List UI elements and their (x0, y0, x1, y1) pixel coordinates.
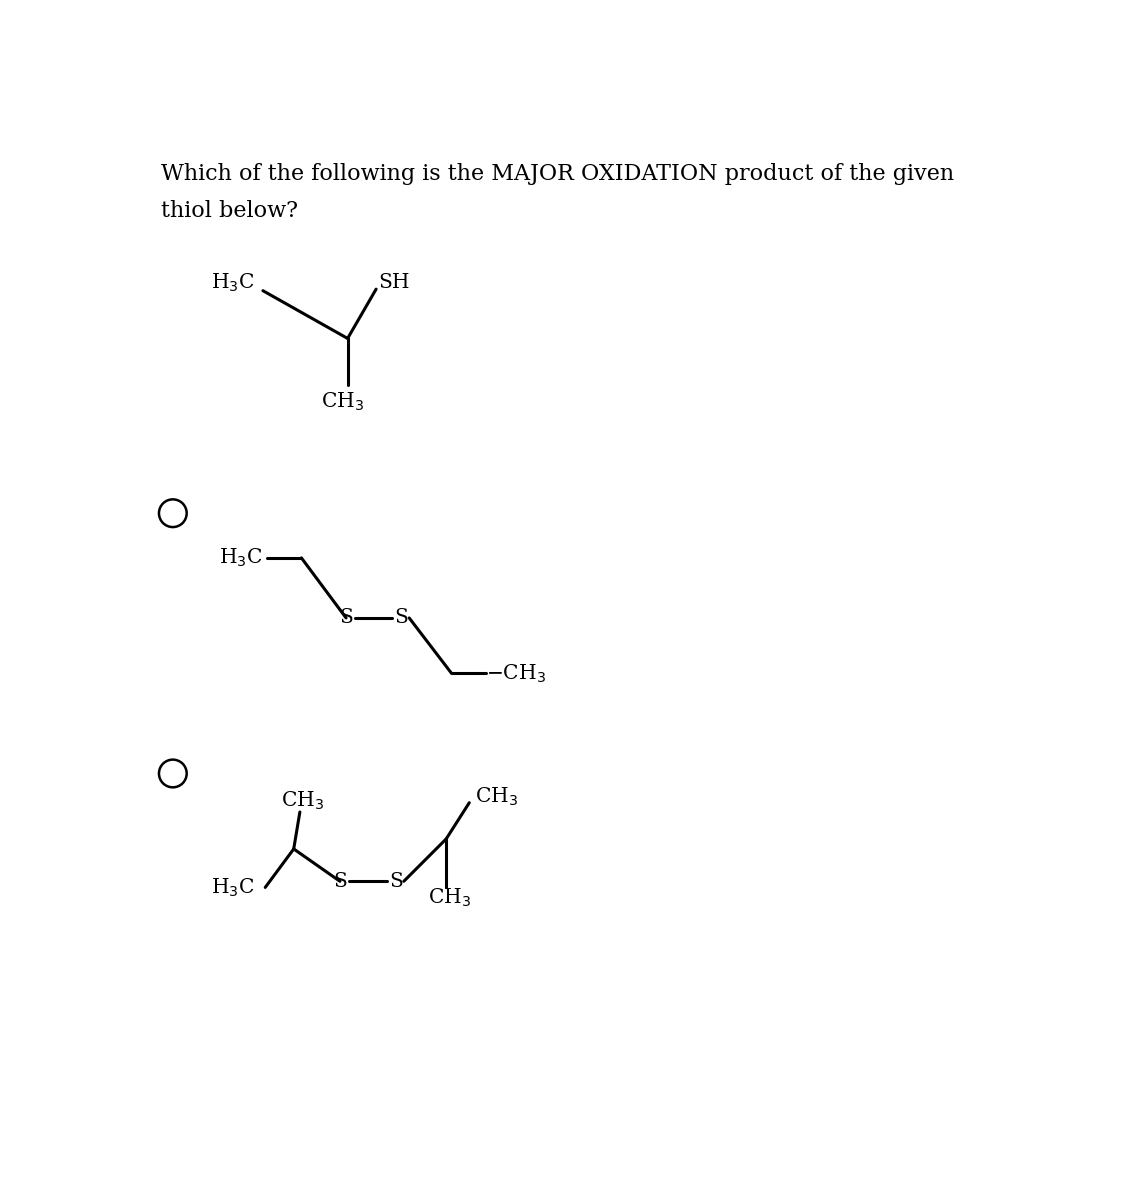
Text: CH$_3$: CH$_3$ (429, 887, 472, 909)
Text: H$_3$C: H$_3$C (212, 876, 254, 899)
Text: $-$CH$_3$: $-$CH$_3$ (486, 662, 546, 684)
Text: SH: SH (378, 274, 410, 292)
Text: Which of the following is the MAJOR OXIDATION product of the given: Which of the following is the MAJOR OXID… (161, 163, 954, 186)
Text: thiol below?: thiol below? (161, 200, 297, 223)
Text: S: S (339, 609, 354, 628)
Text: H$_3$C: H$_3$C (220, 547, 262, 570)
Text: S: S (394, 609, 409, 628)
Text: S: S (333, 871, 347, 890)
Text: CH$_3$: CH$_3$ (475, 785, 518, 807)
Text: S: S (390, 871, 403, 890)
Text: CH$_3$: CH$_3$ (321, 391, 364, 413)
Text: CH$_3$: CH$_3$ (280, 790, 323, 811)
Text: H$_3$C: H$_3$C (212, 272, 254, 294)
